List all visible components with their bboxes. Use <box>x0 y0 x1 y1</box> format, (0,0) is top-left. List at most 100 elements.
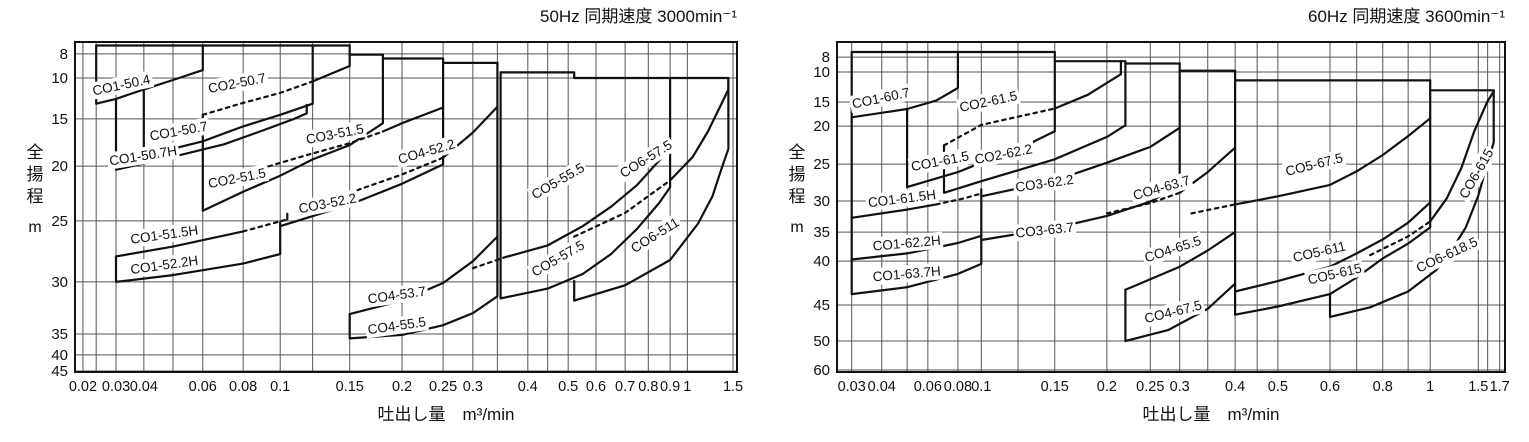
x-tick-label: 0.3 <box>463 379 483 395</box>
y-tick-label: 50 <box>813 333 830 350</box>
x-tick-label: 0.06 <box>914 379 942 395</box>
x-tick-label: 0.8 <box>638 379 658 395</box>
y-tick-label: 20 <box>51 158 68 175</box>
curve-CO4-67.5-envelope <box>1124 69 1237 343</box>
curve-CO3-51.5-end <box>381 106 445 133</box>
label-halo <box>869 262 944 286</box>
x-tick-label: 1 <box>683 379 691 395</box>
x-tick-label: 0.5 <box>558 379 578 395</box>
x-tick-label: 0.15 <box>336 379 364 395</box>
label-halo <box>295 189 360 218</box>
curve-CO6-57.5-hidden <box>573 179 672 238</box>
curve-CO1-52.2H-envelope <box>114 221 282 283</box>
y-tick-label: 35 <box>813 224 830 241</box>
label-halo <box>89 70 155 100</box>
label-halo <box>1304 259 1366 289</box>
y-tick-label: 25 <box>813 156 830 173</box>
curve-CO1-51.5H-curve <box>114 230 245 258</box>
svg-text:CO6-615: CO6-615 <box>1456 146 1496 201</box>
svg-text:程: 程 <box>789 187 806 206</box>
x-tick-label: 0.8 <box>1373 379 1393 395</box>
label-halo <box>146 117 211 145</box>
svg-text:CO5-67.5: CO5-67.5 <box>1284 150 1344 179</box>
label-halo <box>526 158 590 205</box>
x-tick-label: 0.1 <box>270 379 290 395</box>
y-tick-label: 40 <box>51 347 68 364</box>
curve-CO2-62.2-envelope <box>942 60 1127 194</box>
x-tick-label: 0.7 <box>615 379 635 395</box>
x-axis-label: 吐出し量 m³/min <box>1143 405 1280 424</box>
curve-CO1-61.5H-hidden <box>935 192 983 206</box>
chart-60hz: 0.03 0.04 0.06 0.08 0.1 0.15 0.2 0.25 0.3 0.4 0.5 0… <box>789 7 1510 424</box>
curve-CO2-50.7-hidden <box>201 80 314 116</box>
curve-CO5-67.5-curve <box>1234 117 1432 206</box>
chart-title: 60Hz 同期速度 3600min⁻¹ <box>1308 7 1505 26</box>
svg-text:揚: 揚 <box>27 165 44 184</box>
label-halo <box>302 119 368 149</box>
label-halo <box>127 221 202 249</box>
y-tick-label: 10 <box>813 64 830 81</box>
label-halo <box>907 146 973 176</box>
curve-label: CO3-62.2 <box>1012 170 1077 197</box>
svg-text:CO4-52.2: CO4-52.2 <box>396 136 456 167</box>
label-halo <box>614 135 677 183</box>
x-tick-label: 1.5 <box>723 379 743 395</box>
x-tick-label: 0.03 <box>838 379 866 395</box>
y-tick-label: 30 <box>51 274 68 291</box>
x-axis-label: 吐出し量 m³/min <box>378 405 515 424</box>
x-tick-label: 0.2 <box>392 379 412 395</box>
curve-CO2-50.7-end <box>311 44 351 83</box>
curve-label: CO1-52.2H <box>127 251 202 279</box>
svg-text:CO2-61.5: CO2-61.5 <box>958 88 1018 115</box>
chart-title: 50Hz 同期速度 3000min⁻¹ <box>540 7 737 26</box>
curve-label: CO4-53.7 <box>364 282 429 308</box>
x-tick-label: 0.06 <box>189 379 217 395</box>
label-halo <box>204 163 270 193</box>
curve-CO6-511-envelope <box>573 76 730 302</box>
curve-CO1-50.7H-envelope <box>114 97 308 171</box>
curve-label: CO6-511 <box>625 212 684 258</box>
curve-CO5-55.5-hidden <box>471 256 505 270</box>
curve-label: CO6-615 <box>1454 143 1499 204</box>
curve-co5-bottom <box>499 71 576 80</box>
x-tick-label: 0.6 <box>586 379 606 395</box>
svg-text:CO6-618.5: CO6-618.5 <box>1414 234 1480 276</box>
x-tick-label: 0.6 <box>1320 379 1340 395</box>
curve-label: CO6-618.5 <box>1411 232 1483 278</box>
curve-label: CO2-61.5 <box>956 86 1021 117</box>
svg-text:揚: 揚 <box>789 165 806 184</box>
x-tick-label: 0.04 <box>130 379 158 395</box>
curve-label: CO5-67.5 <box>1281 148 1347 181</box>
curve-CO1-61.5H-curve <box>850 116 938 219</box>
y-tick-label: 45 <box>813 297 830 314</box>
y-tick-label: 35 <box>51 326 68 343</box>
chart-50hz: 0.02 0.03 0.04 0.06 0.08 0.1 0.15 0.2 0.25 0.3 0.4… <box>27 7 744 424</box>
x-tick-label: 1 <box>1426 379 1434 395</box>
plot-border <box>74 41 738 373</box>
curve-label: CO2-51.5 <box>204 163 270 193</box>
x-tick-label: 0.9 <box>660 379 680 395</box>
y-tick-label: 15 <box>51 111 68 128</box>
svg-text:CO2-62.2: CO2-62.2 <box>973 141 1033 167</box>
curve-labels: CO1-52.2HCO1-51.5HCO1-50.7HCO1-50.7CO1-5… <box>89 68 684 339</box>
grid <box>837 42 1505 372</box>
y-tick-label: 30 <box>813 193 830 210</box>
x-tick-labels: 0.03 0.04 0.06 0.08 0.1 0.15 0.2 0.25 0.3 0.4 0.5 0… <box>838 379 1510 395</box>
label-halo <box>1129 170 1194 205</box>
curve-label: CO3-63.7 <box>1012 218 1077 242</box>
svg-text:m: m <box>790 219 803 236</box>
plot-border <box>836 41 1506 373</box>
label-halo <box>106 141 181 170</box>
label-halo <box>364 312 429 339</box>
x-tick-label: 0.25 <box>429 379 457 395</box>
x-tick-label: 0.08 <box>229 379 257 395</box>
x-tick-label: 0.1 <box>971 379 991 395</box>
label-halo <box>526 235 590 282</box>
svg-text:全: 全 <box>27 143 44 162</box>
y-tick-label: 40 <box>813 253 830 270</box>
label-halo <box>971 139 1036 169</box>
y-tick-label: 15 <box>813 94 830 111</box>
curve-CO2-61.5-hidden <box>942 107 1056 147</box>
